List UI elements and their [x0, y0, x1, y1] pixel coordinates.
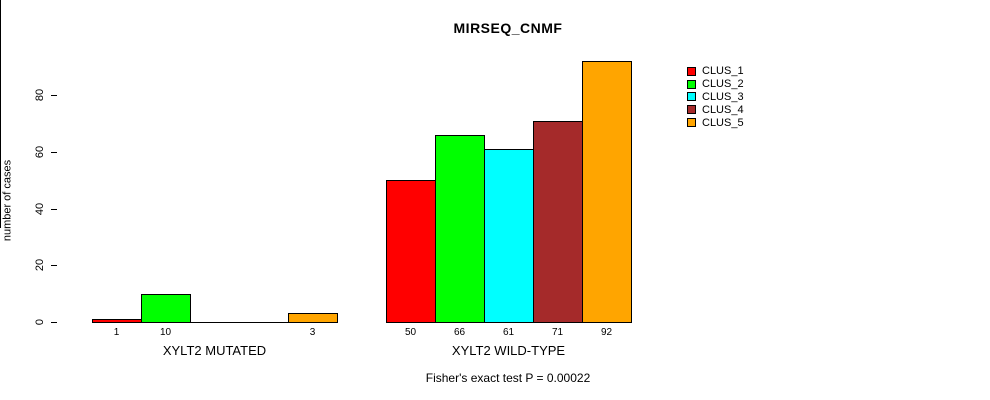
y-axis-tick-label: 80 — [34, 88, 46, 102]
legend-swatch-icon — [687, 79, 696, 89]
bar — [92, 319, 142, 323]
legend-swatch-icon — [687, 118, 696, 128]
legend-swatch-icon — [687, 105, 696, 115]
y-axis-tick — [51, 208, 57, 210]
chart-title: MIRSEQ_CNMF — [453, 20, 563, 36]
y-axis-tick-label: 60 — [34, 145, 46, 158]
y-axis-tick — [51, 151, 57, 153]
bar-value-label: 66 — [453, 327, 466, 338]
legend-label: CLUS_2 — [702, 78, 744, 91]
legend-swatch-icon — [687, 92, 696, 102]
legend-item: CLUS_3 — [687, 91, 744, 104]
legend-label: CLUS_3 — [702, 90, 744, 103]
bar-value-label: 10 — [159, 327, 172, 338]
legend-item: CLUS_5 — [687, 116, 744, 129]
bar — [582, 60, 632, 323]
x-axis-group-label: XYLT2 WILD-TYPE — [451, 343, 566, 358]
legend-label: CLUS_5 — [702, 116, 744, 129]
bar-value-label: 92 — [600, 327, 613, 338]
bar — [435, 134, 485, 323]
bar — [288, 313, 338, 323]
fisher-note: Fisher's exact test P = 0.00022 — [425, 371, 591, 385]
legend-label: CLUS_4 — [702, 103, 744, 116]
legend-swatch-icon — [687, 66, 696, 76]
y-axis-tick-label: 0 — [34, 318, 46, 326]
legend: CLUS_1 CLUS_2 CLUS_3 CLUS_4 CLUS_5 — [687, 65, 744, 129]
bar — [533, 120, 583, 323]
y-axis-tick — [51, 322, 57, 323]
bar-value-label: 61 — [502, 327, 515, 338]
bar — [141, 293, 191, 323]
x-axis-group-label: XYLT2 MUTATED — [162, 343, 267, 358]
bar-value-label: 50 — [404, 327, 417, 338]
y-axis-tick — [51, 265, 57, 267]
y-axis-tick-label: 20 — [34, 259, 46, 272]
bar — [386, 180, 436, 323]
y-axis-line — [0, 0, 1, 228]
y-axis-tick-label: 40 — [34, 202, 46, 215]
bar — [484, 148, 534, 323]
legend-item: CLUS_1 — [687, 65, 744, 78]
legend-item: CLUS_4 — [687, 103, 744, 116]
group-baseline — [92, 322, 338, 323]
legend-item: CLUS_2 — [687, 78, 744, 91]
legend-label: CLUS_1 — [702, 65, 744, 78]
y-axis-label: number of cases — [1, 159, 14, 242]
bar-value-label: 1 — [113, 327, 120, 338]
y-axis-tick — [51, 95, 57, 96]
bar-value-label: 71 — [551, 327, 564, 338]
bar-value-label: 3 — [309, 327, 316, 338]
